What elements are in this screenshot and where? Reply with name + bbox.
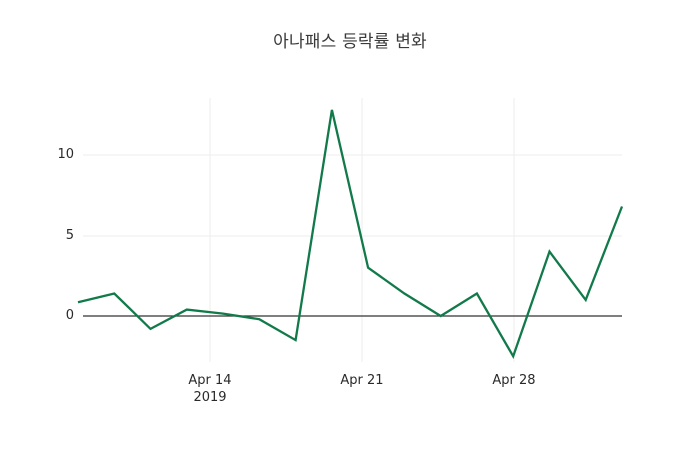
chart-title: 아나패스 등락률 변화 [273,32,427,52]
ytick-5-label: 5 [65,228,74,243]
ytick-0-label: 0 [65,308,74,323]
xtick-apr21: Apr 21 [282,372,442,389]
xtick-apr28: Apr 28 [434,372,594,389]
gridlines [83,98,622,362]
xtick-apr14-line1: Apr 14 [188,373,232,388]
xtick-apr14-line2: 2019 [193,390,227,405]
xtick-apr28-line1: Apr 28 [492,373,536,388]
xtick-apr21-line1: Apr 21 [340,373,384,388]
ytick-10-label: 10 [57,147,74,162]
xtick-apr14: Apr 14 2019 [130,372,290,406]
series-line-return-rate [77,109,624,360]
